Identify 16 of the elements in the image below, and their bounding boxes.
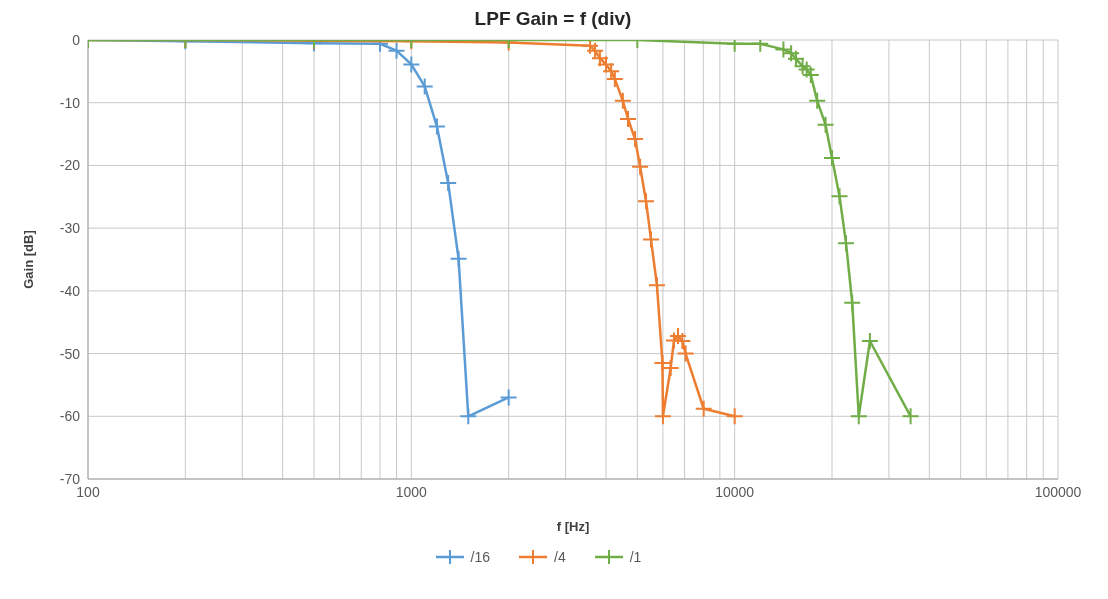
- y-tick-label: -50: [59, 345, 81, 362]
- y-tick-label: -40: [59, 282, 81, 299]
- y-tick-label: -20: [59, 157, 81, 174]
- y-tick-label: -10: [59, 94, 81, 111]
- legend-label: /4: [554, 549, 566, 565]
- legend-label: /16: [470, 549, 491, 565]
- legend-label: /1: [629, 549, 642, 565]
- x-axis-title: f [Hz]: [556, 519, 590, 534]
- x-tick-label: 1000: [395, 483, 428, 500]
- x-tick-label: 100000: [1034, 483, 1082, 500]
- y-tick-label: -60: [59, 408, 81, 425]
- x-tick-label: 10000: [715, 483, 755, 500]
- y-tick-label: 0: [72, 31, 81, 48]
- chart-title: LPF Gain = f (div): [473, 8, 633, 30]
- y-tick-label: -30: [59, 220, 81, 237]
- y-axis-title: Gain [dB]: [20, 230, 36, 289]
